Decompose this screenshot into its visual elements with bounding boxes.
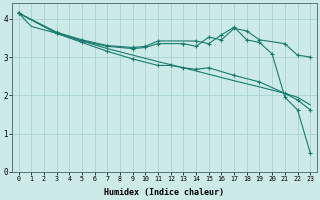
X-axis label: Humidex (Indice chaleur): Humidex (Indice chaleur) <box>104 188 224 197</box>
